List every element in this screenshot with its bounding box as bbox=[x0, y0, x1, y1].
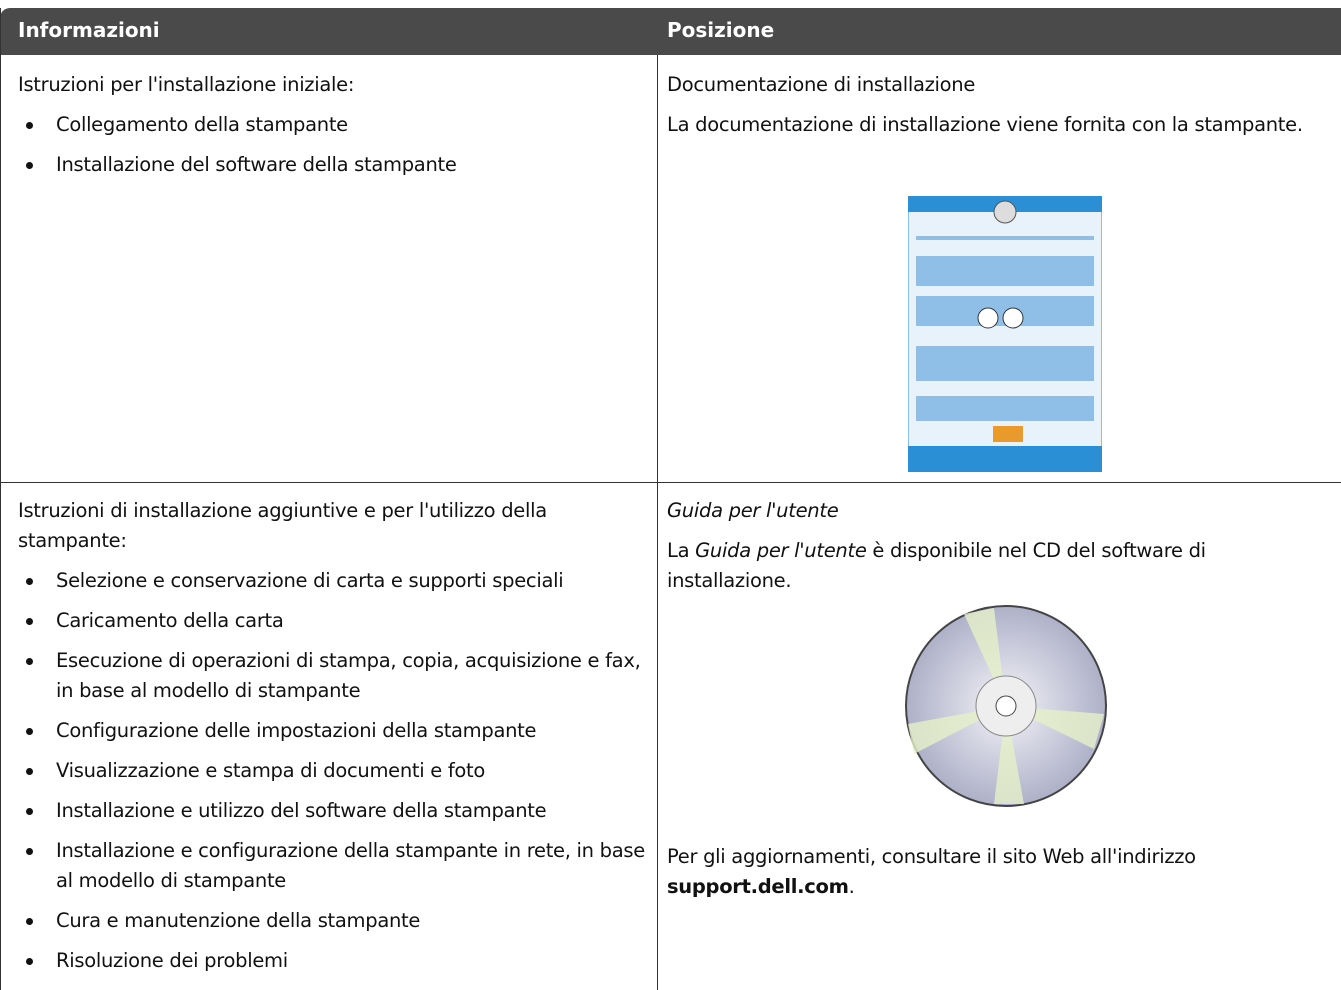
cell: Istruzioni di installazione aggiuntive e… bbox=[18, 496, 652, 986]
info-item: Installazione e utilizzo del software de… bbox=[26, 796, 652, 826]
info-item: Selezione e conservazione di carta e sup… bbox=[26, 566, 652, 596]
column-header: Posizione bbox=[667, 18, 775, 42]
text: è disponibile nel CD del software di ins… bbox=[667, 539, 1206, 592]
cell: Guida per l'utente La Guida per l'utente… bbox=[667, 496, 1335, 606]
info-intro: Istruzioni per l'installazione iniziale: bbox=[18, 73, 355, 96]
text: Per gli aggiornamenti, consultare il sit… bbox=[667, 845, 1196, 868]
info-list: Collegamento della stampante Installazion… bbox=[18, 110, 648, 180]
info-item: Visualizzazione e stampa di documenti e … bbox=[26, 756, 652, 786]
info-item: Risoluzione dei problemi bbox=[26, 946, 652, 976]
cd-image bbox=[905, 605, 1107, 807]
column-header: Informazioni bbox=[18, 18, 160, 42]
info-item: Cura e manutenzione della stampante bbox=[26, 906, 652, 936]
border bbox=[0, 8, 1, 990]
info-item: Configurazione delle impostazioni della … bbox=[26, 716, 652, 746]
info-item: Installazione e configurazione della sta… bbox=[26, 836, 652, 896]
info-item: Installazione del software della stampan… bbox=[26, 150, 648, 180]
position-note: Per gli aggiornamenti, consultare il sit… bbox=[667, 842, 1335, 902]
info-item: Collegamento della stampante bbox=[26, 110, 648, 140]
table-header: Informazioni Posizione bbox=[0, 8, 1341, 55]
info-item: Caricamento della carta bbox=[26, 606, 652, 636]
info-list: Selezione e conservazione di carta e sup… bbox=[18, 566, 652, 976]
position-title: Documentazione di installazione bbox=[667, 73, 976, 96]
position-text: La Guida per l'utente è disponibile nel … bbox=[667, 536, 1335, 596]
text: La bbox=[667, 539, 696, 562]
text-italic: Guida per l'utente bbox=[695, 539, 867, 562]
link-text: support.dell.com bbox=[667, 875, 849, 898]
setup-document-image bbox=[908, 196, 1102, 472]
cell: Documentazione di installazione La docum… bbox=[667, 70, 1327, 150]
position-text: La documentazione di installazione viene… bbox=[667, 113, 1303, 136]
info-intro: Istruzioni di installazione aggiuntive e… bbox=[18, 499, 547, 552]
border bbox=[0, 482, 1341, 483]
cell: Istruzioni per l'installazione iniziale:… bbox=[18, 70, 648, 190]
cell: Per gli aggiornamenti, consultare il sit… bbox=[667, 842, 1335, 912]
border bbox=[657, 55, 658, 990]
text: . bbox=[848, 875, 855, 898]
position-title: Guida per l'utente bbox=[667, 499, 839, 522]
info-item: Esecuzione di operazioni di stampa, copi… bbox=[26, 646, 652, 706]
